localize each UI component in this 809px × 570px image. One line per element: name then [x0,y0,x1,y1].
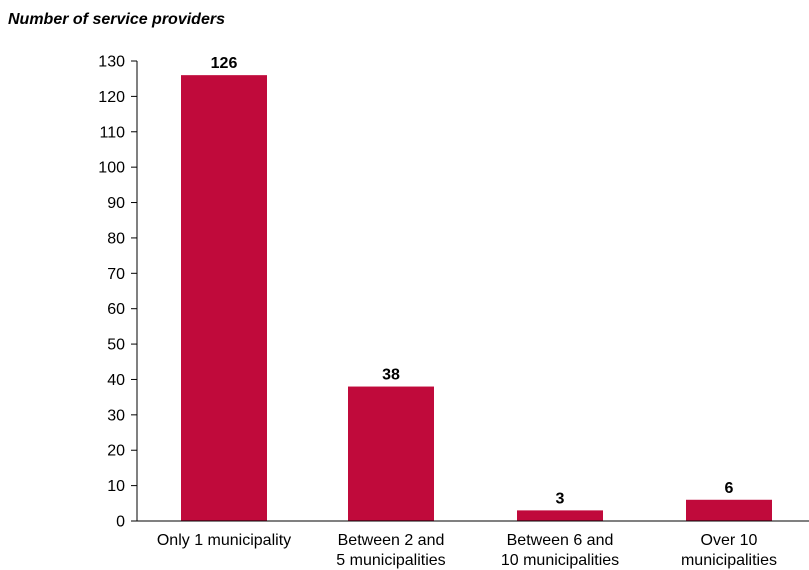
x-axis-category-labels: Only 1 municipality Between 2 and 5 munici… [157,532,777,569]
y-tick-label: 100 [98,160,125,177]
y-tick-label: 80 [107,230,125,247]
y-axis-title: Number of service providers [8,11,225,28]
y-tick-label: 70 [107,266,125,283]
bar-data-label: 38 [382,367,400,384]
y-tick-label: 20 [107,443,125,460]
y-tick-label: 30 [107,407,125,424]
x-category-label-line: Only 1 municipality [157,532,291,549]
x-category-label-line: 10 municipalities [501,552,619,569]
x-category-label-line: municipalities [681,552,777,569]
bar-data-label: 3 [556,490,565,507]
y-tick-label: 40 [107,372,125,389]
data-labels: 126 38 3 6 [211,55,734,507]
x-category-label: Over 10 municipalities [681,532,777,569]
y-tick-label: 110 [99,124,125,141]
bar [686,499,772,521]
y-tick-label: 0 [116,514,125,531]
bar-data-label: 6 [725,480,734,497]
x-category-label-line: Between 2 and [338,532,445,549]
x-category-label-line: Over 10 [701,532,758,549]
bar [348,386,434,521]
y-tick-label: 130 [98,54,125,71]
bar [517,510,603,521]
x-category-label: Only 1 municipality [157,532,291,549]
y-tick-label: 50 [107,337,125,354]
x-category-label-line: Between 6 and [507,532,614,549]
x-category-label: Between 2 and 5 municipalities [336,532,445,569]
bar [181,75,267,522]
bars [181,75,772,522]
bar-data-label: 126 [211,55,238,72]
y-axis-ticks: 0 10 20 30 40 50 60 70 80 90 100 110 120 130 [98,54,137,531]
y-tick-label: 120 [98,89,125,106]
y-tick-label: 60 [107,301,125,318]
y-tick-label: 90 [107,195,125,212]
y-tick-label: 10 [107,478,125,495]
x-category-label: Between 6 and 10 municipalities [501,532,619,569]
x-category-label-line: 5 municipalities [336,552,445,569]
